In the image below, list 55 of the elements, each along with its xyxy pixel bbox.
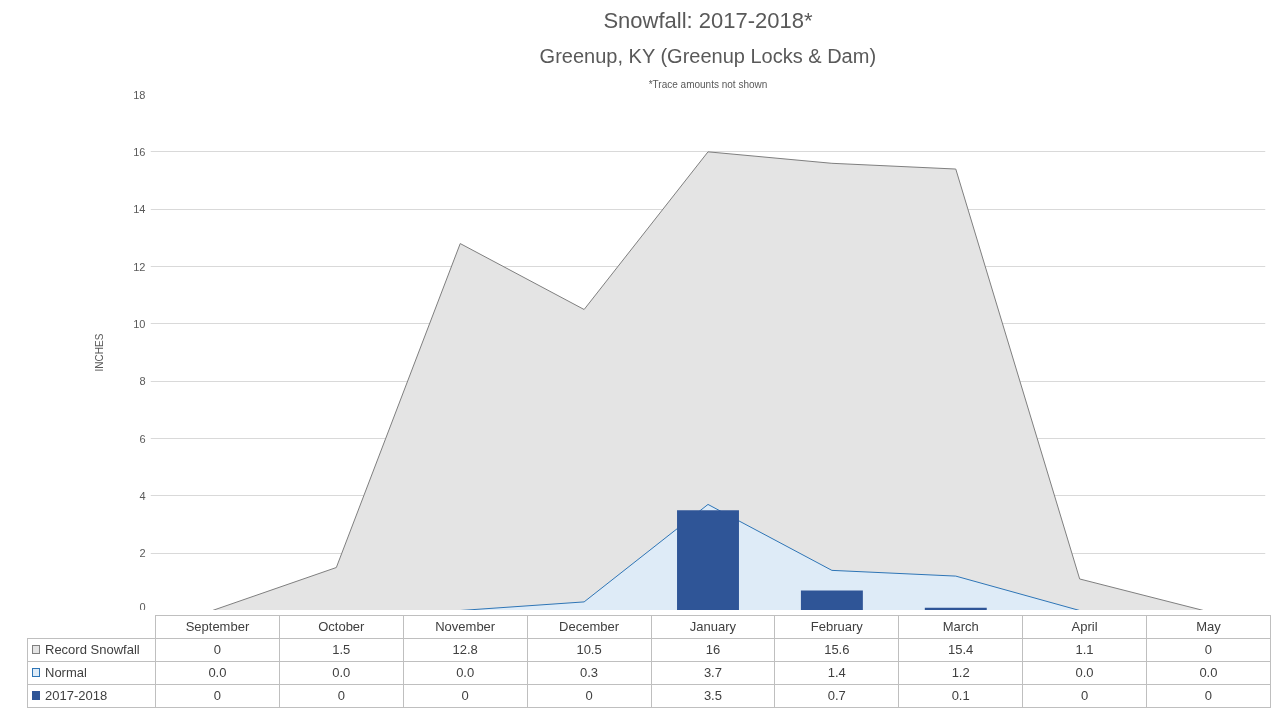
x-tick-label: December (527, 615, 651, 639)
chart-subtitle: Greenup, KY (Greenup Locks & Dam) (539, 44, 877, 67)
y-tick-label: 0 (139, 600, 146, 613)
data-label: 0 (279, 684, 404, 708)
data-label: 0 (1146, 638, 1271, 662)
data-label: 1.1 (1022, 638, 1147, 662)
data-label: 0.0 (1146, 661, 1271, 685)
y-tick-label: 14 (133, 203, 146, 216)
x-tick-label: May (1146, 615, 1271, 639)
y-tick-label: 4 (139, 489, 146, 502)
data-label: 0.7 (774, 684, 899, 708)
y-tick-label: 6 (139, 432, 146, 445)
legend-label: 2017-2018 (27, 684, 156, 708)
x-tick-label: March (898, 615, 1023, 639)
data-label: 0 (1146, 684, 1271, 708)
data-label: 0 (403, 684, 528, 708)
bar (800, 590, 863, 610)
y-tick-label: 12 (133, 260, 146, 273)
y-tick-label: 10 (133, 317, 146, 330)
x-tick-label: April (1022, 615, 1147, 639)
data-label: 0 (155, 638, 280, 662)
data-label: 0.1 (898, 684, 1023, 708)
y-tick-label: 16 (133, 145, 146, 158)
chart-title: Snowfall: 2017-2018* (603, 7, 814, 33)
legend-label: Normal (27, 661, 156, 685)
x-tick-label: February (774, 615, 899, 639)
data-label: 0.0 (279, 661, 404, 685)
data-label: 1.2 (898, 661, 1023, 685)
data-label: 0.0 (1022, 661, 1147, 685)
y-tick-label: 18 (133, 88, 146, 101)
data-label: 0 (155, 684, 280, 708)
x-tick-label: November (403, 615, 528, 639)
y-axis-title: INCHES (94, 333, 106, 372)
data-label: 0 (1022, 684, 1147, 708)
x-tick-label: October (279, 615, 404, 639)
x-tick-label: January (651, 615, 775, 639)
text: *Trace amounts not shown (648, 78, 768, 90)
data-label: 15.4 (898, 638, 1023, 662)
data-label: 1.5 (279, 638, 404, 662)
data-label: 0.0 (155, 661, 280, 685)
data-label: 1.4 (774, 661, 899, 685)
data-label: 0 (527, 684, 651, 708)
data-label: 16 (651, 638, 775, 662)
data-label: 0.3 (527, 661, 651, 685)
legend-label: Record Snowfall (27, 638, 156, 662)
y-tick-label: 2 (139, 547, 146, 560)
data-label: 3.7 (651, 661, 775, 685)
x-tick-label: September (155, 615, 280, 639)
data-label: 12.8 (403, 638, 528, 662)
data-label: 15.6 (774, 638, 899, 662)
y-tick-label: 8 (139, 375, 146, 388)
bar (677, 510, 739, 610)
data-label: 10.5 (527, 638, 651, 662)
data-label: 0.0 (403, 661, 528, 685)
data-label: 3.5 (651, 684, 775, 708)
